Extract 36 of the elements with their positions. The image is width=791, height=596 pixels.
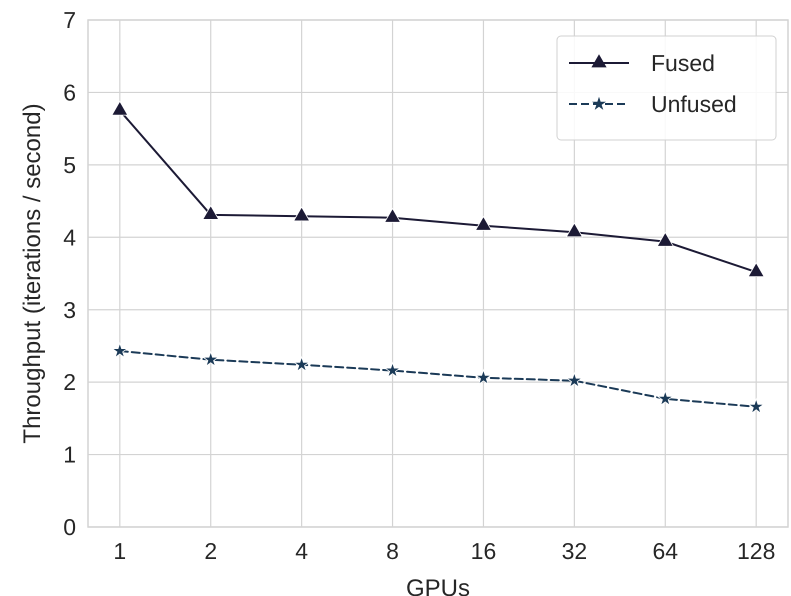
y-tick-label: 7 [63,7,76,34]
legend-label: Unfused [651,91,737,118]
point [384,208,401,223]
x-tick-label: 128 [736,538,776,564]
point [202,205,220,220]
point [475,216,492,231]
point [657,390,674,406]
point [112,342,128,358]
x-tick-label: 16 [470,538,496,564]
y-tick-label: 4 [63,224,76,250]
y-tick-label: 6 [63,79,76,106]
x-axis-title: GPUs [406,575,470,596]
point [476,370,492,385]
y-tick-label: 0 [63,514,76,540]
point [111,100,128,116]
point [202,351,219,366]
point [294,356,310,372]
point [566,372,582,388]
x-tick-label: 8 [386,538,399,564]
x-tick-label: 32 [562,538,588,564]
point [748,398,764,414]
point [384,362,400,378]
x-tick-label: 64 [652,538,678,564]
y-tick-label: 2 [63,369,76,396]
y-tick-label: 5 [63,152,76,178]
y-tick-label: 1 [63,442,76,468]
legend-label: Fused [651,50,715,76]
y-tick-label: 3 [63,296,76,323]
x-tick-label: 1 [113,538,126,564]
point [293,206,310,222]
y-axis-title: Throughput (iterations / second) [19,103,46,444]
point [748,262,765,278]
point [566,222,583,238]
x-tick-label: 2 [204,538,218,564]
point [656,232,674,247]
x-tick-label: 4 [295,538,308,564]
